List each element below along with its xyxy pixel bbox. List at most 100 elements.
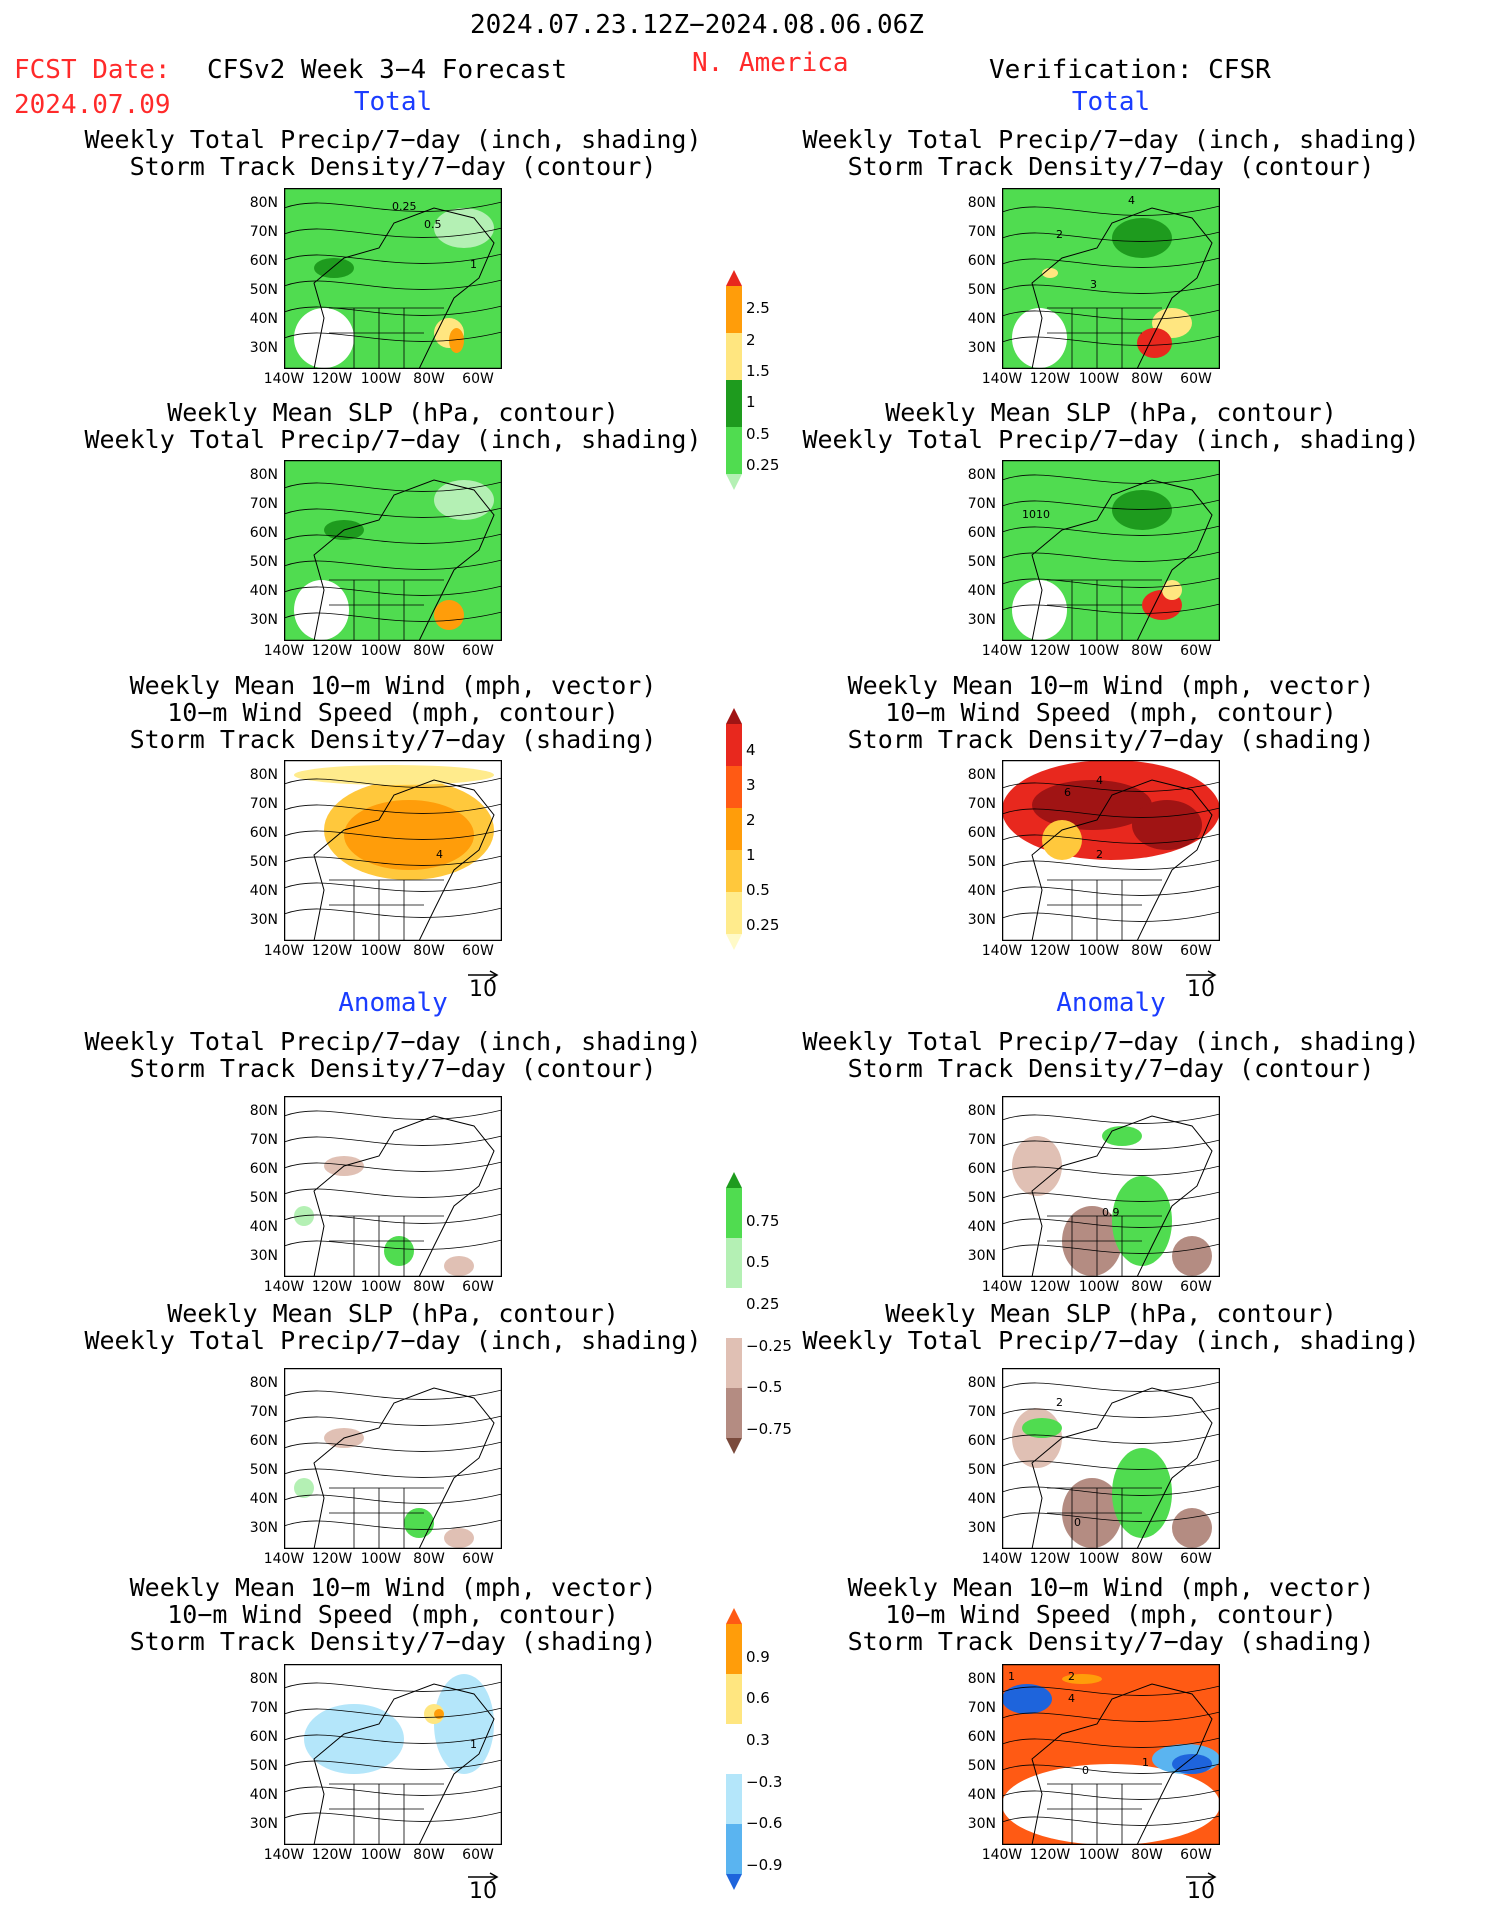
lat-label: 30N bbox=[967, 612, 996, 628]
lat-label: 40N bbox=[249, 583, 278, 599]
contour-line bbox=[284, 907, 502, 918]
shading-region bbox=[434, 480, 494, 520]
panel-title-wind-storm-left: Weekly Mean 10−m Wind (mph, vector) 10−m… bbox=[129, 671, 657, 754]
lat-label: 40N bbox=[249, 1787, 278, 1803]
contour-label: 1 bbox=[1008, 1670, 1015, 1683]
lat-label: 50N bbox=[967, 1190, 996, 1206]
colorbar-swatch bbox=[726, 1288, 742, 1338]
map-frame bbox=[284, 1664, 502, 1845]
lat-label: 80N bbox=[967, 767, 996, 783]
state-borders bbox=[329, 1487, 444, 1549]
lat-label: 40N bbox=[967, 583, 996, 599]
map-panel: 1010 bbox=[1002, 460, 1220, 641]
contour-label: 0 bbox=[1074, 1516, 1081, 1529]
contour-line bbox=[1002, 1685, 1220, 1696]
shading-region bbox=[1112, 1176, 1172, 1266]
lat-label: 40N bbox=[249, 311, 278, 327]
lon-label: 140W bbox=[981, 1279, 1023, 1295]
colorbar-label: 0.75 bbox=[746, 1211, 780, 1230]
contour-line bbox=[284, 829, 502, 840]
colorbar-swatch bbox=[726, 474, 742, 490]
lat-label: 50N bbox=[249, 1758, 278, 1774]
map-canvas: 4 2 3 bbox=[1002, 188, 1220, 369]
colorbar-swatch bbox=[726, 1774, 742, 1824]
contour-label: 2 bbox=[1068, 1670, 1075, 1683]
vector-ref-value-anom-right: 10 bbox=[1187, 1879, 1215, 1904]
lon-label: 120W bbox=[1029, 1847, 1071, 1863]
lon-label: 80W bbox=[413, 1279, 445, 1295]
lat-label: 30N bbox=[967, 340, 996, 356]
fcst-date-label: FCST Date: bbox=[14, 55, 171, 85]
lat-label: 50N bbox=[967, 1462, 996, 1478]
state-borders bbox=[329, 879, 444, 941]
contour-line bbox=[1002, 1789, 1220, 1800]
colorbar-swatch bbox=[726, 1388, 742, 1438]
lat-label: 70N bbox=[249, 1404, 278, 1420]
shading-region bbox=[1172, 1236, 1212, 1276]
colorbar-swatch bbox=[726, 427, 742, 474]
contour-label: 0.9 bbox=[1102, 1206, 1120, 1219]
contour-line bbox=[284, 1467, 502, 1478]
contour-label: 2 bbox=[1096, 848, 1103, 861]
lon-label: 140W bbox=[981, 643, 1023, 659]
colorbar-label: −0.75 bbox=[746, 1420, 792, 1438]
contour-line bbox=[1002, 1381, 1220, 1392]
colorbar-graphic bbox=[726, 708, 742, 950]
contour-line bbox=[1002, 1815, 1220, 1826]
contour-line bbox=[1002, 205, 1220, 216]
lat-label: 80N bbox=[967, 1671, 996, 1687]
colorbar-swatch bbox=[726, 1874, 742, 1890]
colorbar-label: 2 bbox=[746, 811, 756, 829]
contour-line bbox=[284, 1811, 502, 1822]
contour-line bbox=[1002, 781, 1220, 792]
map-panel: 4 bbox=[284, 760, 502, 941]
colorbar-swatch bbox=[726, 934, 742, 950]
lon-label: 140W bbox=[981, 1847, 1023, 1863]
state-borders bbox=[1047, 1487, 1162, 1549]
lat-label: 50N bbox=[967, 554, 996, 570]
lat-label: 60N bbox=[967, 253, 996, 269]
map-frame bbox=[1002, 1368, 1220, 1549]
contour-line bbox=[1002, 1113, 1220, 1124]
map-background bbox=[284, 1368, 502, 1549]
lon-label: 120W bbox=[311, 1279, 353, 1295]
lon-label: 80W bbox=[1131, 371, 1163, 387]
lat-label: 70N bbox=[249, 496, 278, 512]
valid-period: 2024.07.23.12Z−2024.08.06.06Z bbox=[470, 10, 924, 40]
coastline bbox=[1031, 207, 1213, 369]
lon-label: 60W bbox=[462, 1847, 494, 1863]
coastline bbox=[1031, 779, 1213, 941]
lon-label: 80W bbox=[1131, 643, 1163, 659]
panel-title-slp-precip-left: Weekly Mean SLP (hPa, contour) Weekly To… bbox=[84, 398, 702, 454]
vector-ref-arrow-icon bbox=[468, 1872, 499, 1882]
shading-region bbox=[384, 1236, 414, 1266]
shading-region bbox=[1112, 218, 1172, 258]
lat-label: 80N bbox=[967, 467, 996, 483]
lat-label: 50N bbox=[967, 1758, 996, 1774]
lon-label: 120W bbox=[311, 371, 353, 387]
lat-label: 70N bbox=[967, 1132, 996, 1148]
panel-title-wind-storm-right: Weekly Mean 10−m Wind (mph, vector) 10−m… bbox=[847, 671, 1375, 754]
shading-region bbox=[434, 208, 494, 248]
section-anomaly-left: Anomaly bbox=[338, 988, 448, 1018]
lat-label: 30N bbox=[967, 912, 996, 928]
colorbar-swatch bbox=[726, 1438, 742, 1454]
lat-label: 40N bbox=[967, 311, 996, 327]
lat-label: 70N bbox=[967, 224, 996, 240]
coastline bbox=[313, 1387, 495, 1549]
lon-label: 100W bbox=[360, 1847, 402, 1863]
panel-title-precip-storm-left: Weekly Total Precip/7−day (inch, shading… bbox=[84, 125, 702, 181]
colorbar-graphic bbox=[726, 1172, 742, 1454]
contour-line bbox=[1002, 1217, 1220, 1228]
map-canvas: 20 bbox=[1002, 1368, 1220, 1549]
lat-label: 80N bbox=[249, 195, 278, 211]
contour-line bbox=[284, 1785, 502, 1796]
shading-region bbox=[444, 1256, 474, 1276]
contour-line bbox=[284, 1135, 502, 1146]
shading-region bbox=[1022, 1418, 1062, 1438]
lat-label: 60N bbox=[967, 1161, 996, 1177]
colorbar-label: −0.25 bbox=[746, 1336, 792, 1355]
shading-region bbox=[1012, 1136, 1062, 1196]
colorbar-label: 0.5 bbox=[746, 424, 770, 443]
contour-line bbox=[1002, 1737, 1220, 1748]
